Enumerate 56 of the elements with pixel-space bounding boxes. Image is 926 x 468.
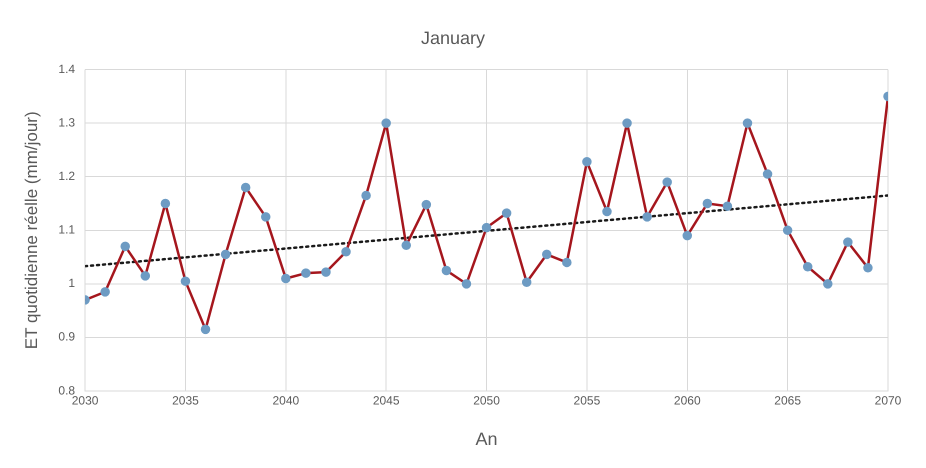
y-tick-label: 1.2	[58, 169, 76, 184]
point	[662, 177, 672, 187]
point	[722, 201, 732, 211]
x-tick-label: 2045	[372, 394, 400, 408]
point	[140, 271, 150, 281]
point	[642, 212, 652, 222]
point	[863, 263, 873, 273]
point	[823, 279, 833, 289]
x-tick-label: 2055	[574, 394, 601, 408]
point	[100, 287, 110, 297]
point	[321, 267, 331, 277]
point	[120, 242, 130, 252]
point	[462, 279, 472, 289]
point	[341, 246, 351, 256]
x-tick-label: 2065	[774, 394, 802, 408]
point	[361, 190, 371, 200]
y-axis-title: ET quotidienne réelle (mm/jour)	[22, 111, 41, 350]
point	[682, 230, 692, 240]
point	[602, 206, 612, 216]
point	[442, 266, 452, 276]
point	[240, 182, 250, 192]
x-tick-label: 2060	[674, 394, 701, 408]
point	[200, 324, 210, 334]
x-axis-title: An	[476, 429, 498, 450]
point	[622, 118, 632, 128]
point	[522, 278, 532, 288]
y-tick-label: 1.4	[58, 62, 76, 76]
point	[843, 237, 853, 247]
point	[782, 226, 792, 236]
point	[260, 212, 270, 222]
chart-title: January	[420, 28, 486, 48]
y-tick-label: 1	[68, 276, 76, 290]
point	[301, 268, 311, 278]
point	[160, 198, 170, 208]
x-tick-label: 2050	[473, 394, 500, 408]
point	[562, 258, 572, 268]
point	[742, 118, 752, 128]
point	[702, 198, 712, 208]
point	[180, 276, 190, 286]
point	[281, 274, 291, 284]
point	[802, 262, 812, 272]
x-tick-label: 2070	[874, 394, 902, 408]
point	[482, 222, 492, 232]
point	[402, 240, 411, 250]
point	[502, 208, 512, 218]
point	[582, 156, 592, 166]
point	[422, 200, 432, 210]
x-tick-label: 2035	[172, 394, 200, 408]
point	[381, 118, 391, 128]
point	[762, 169, 772, 179]
x-tick-label: 2040	[272, 394, 300, 408]
point	[542, 250, 552, 260]
point	[220, 250, 230, 260]
y-tick-label: 0.9	[58, 330, 76, 344]
y-tick-label: 1.1	[58, 222, 76, 237]
y-tick-label: 1.3	[58, 115, 76, 130]
